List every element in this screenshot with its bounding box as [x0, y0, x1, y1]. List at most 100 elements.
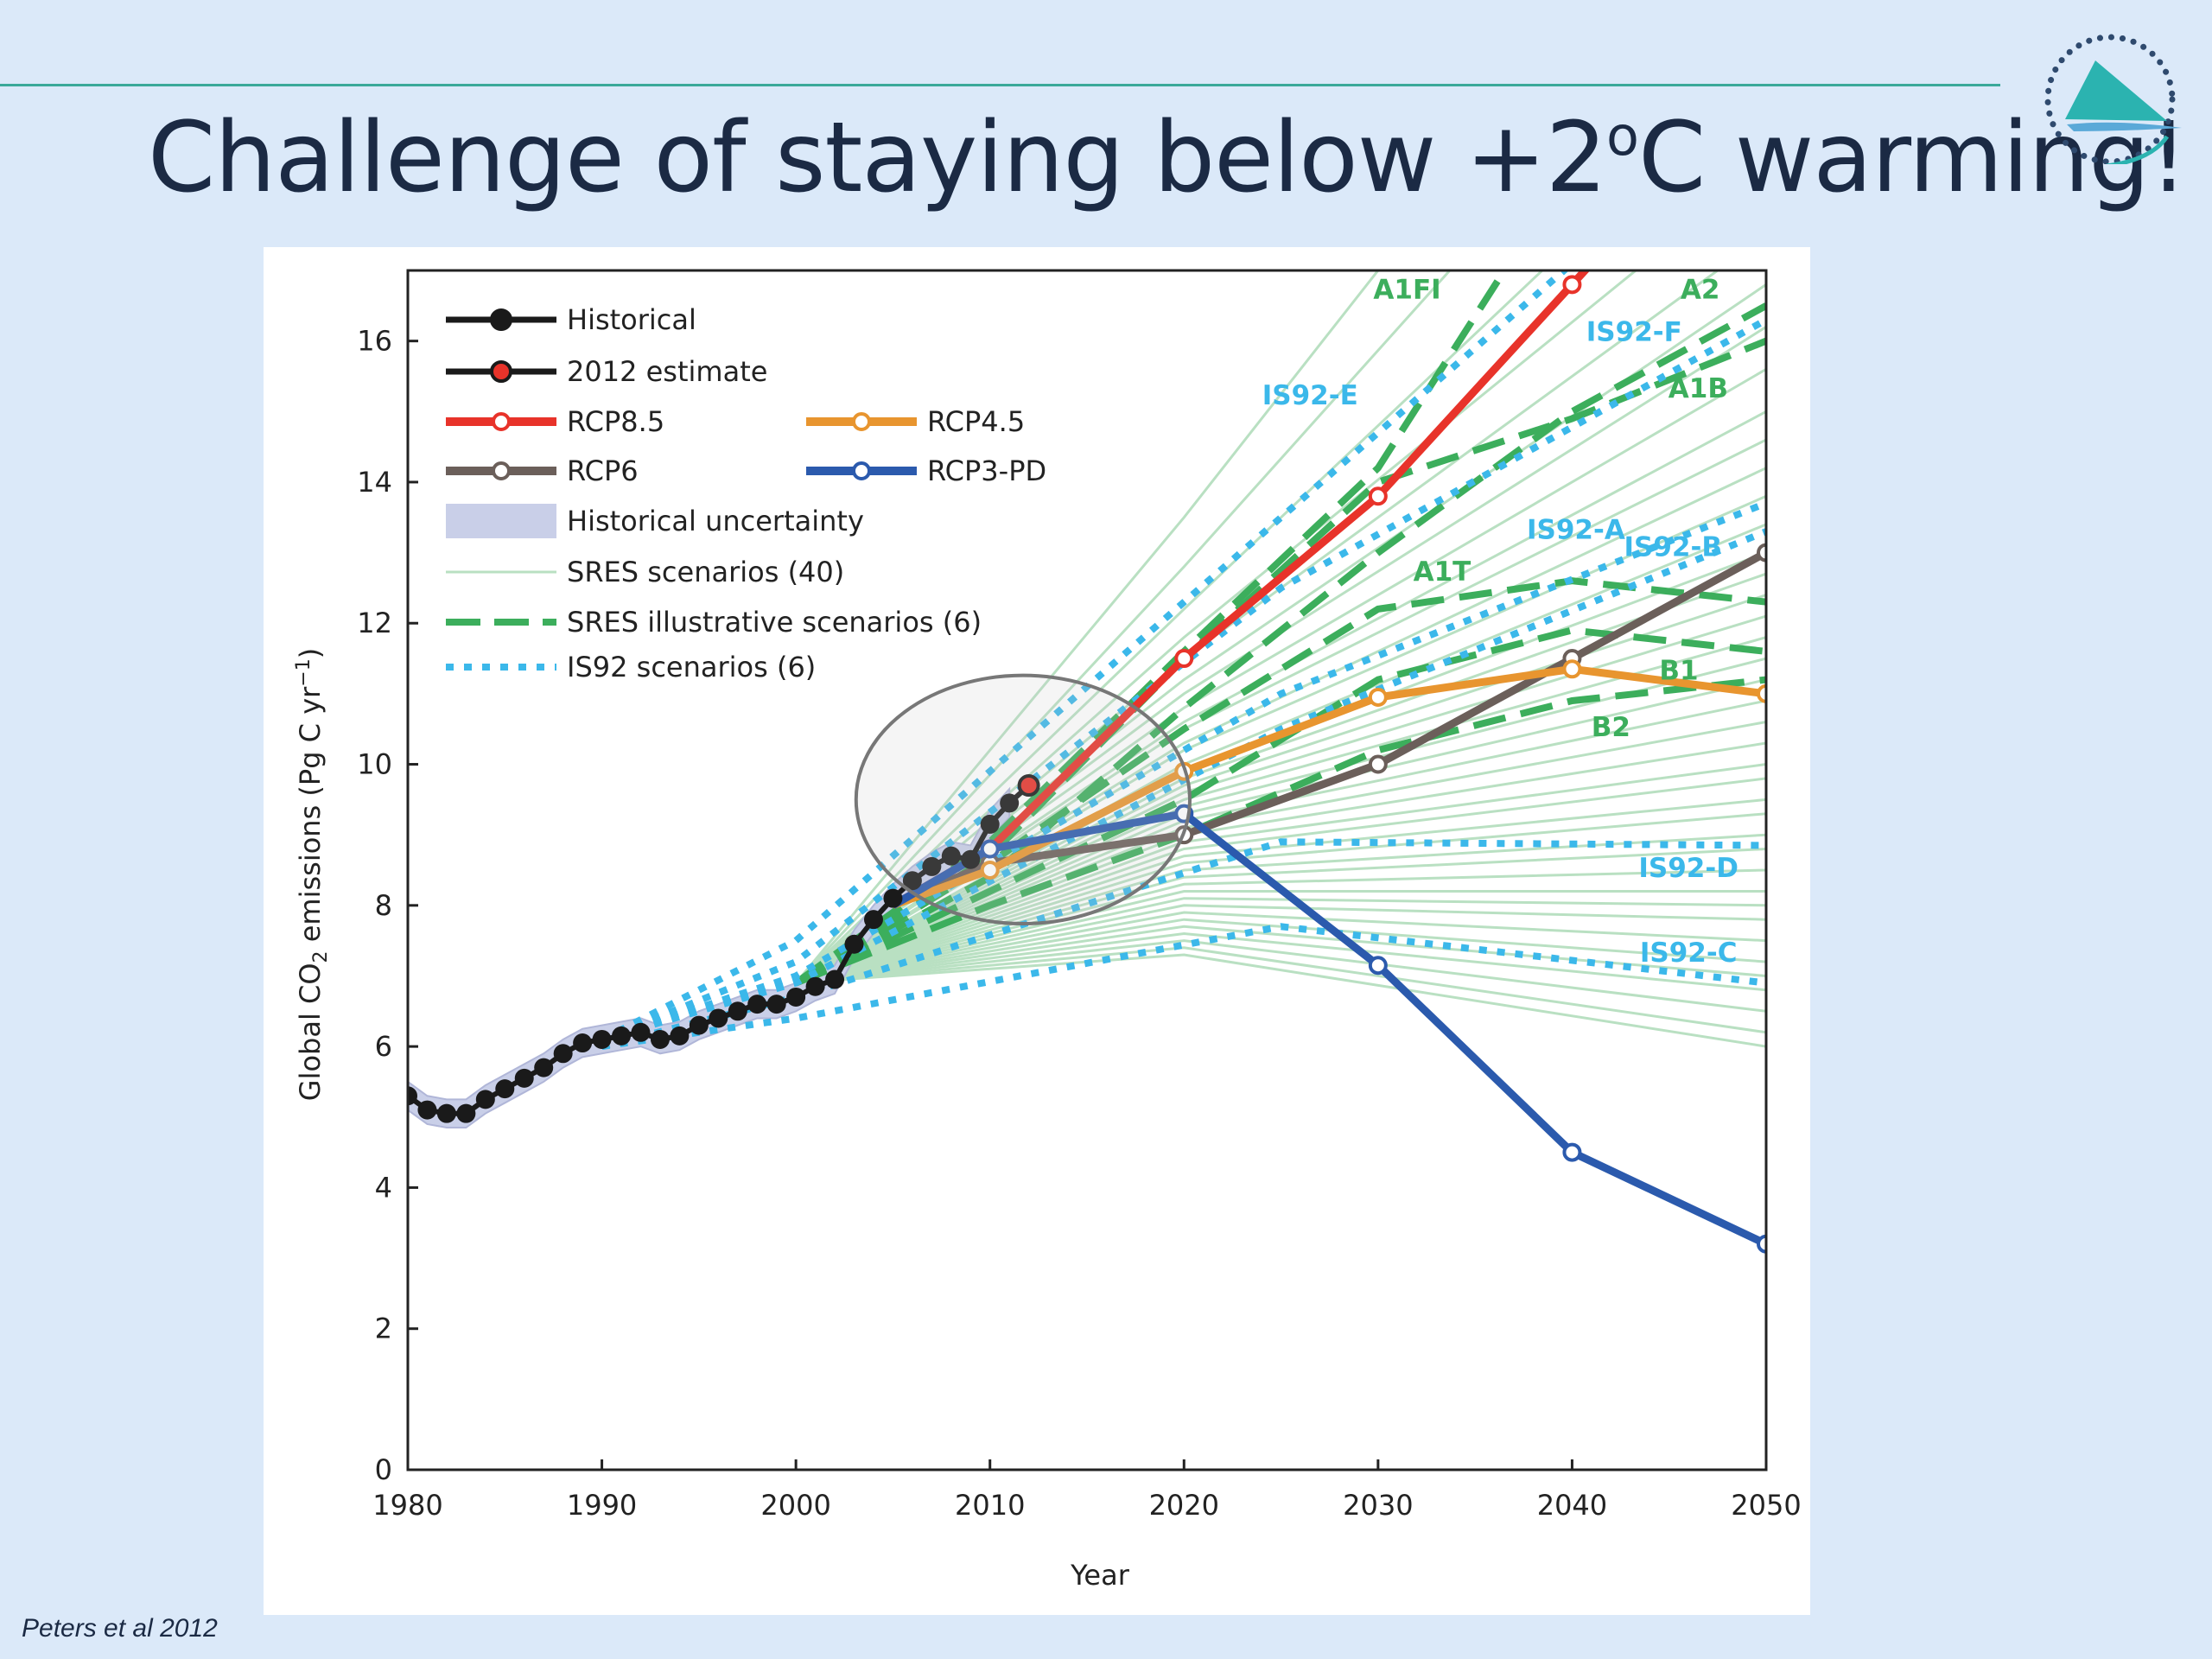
title-divider-line [0, 84, 2000, 86]
historical-point [495, 1079, 515, 1099]
rcp-line-rcp45 [891, 664, 1766, 910]
sres-scenario-line [795, 904, 1766, 985]
x-tick-label: 2010 [955, 1489, 1025, 1522]
legend-label-uncertainty: Historical uncertainty [567, 505, 864, 537]
sres-scenario-line [795, 946, 1766, 1034]
sres-scenario-line [795, 918, 1766, 985]
rcp-group [891, 65, 1774, 1254]
historical-point [573, 1033, 593, 1053]
sres-illustrative-line-a2 [794, 302, 1766, 987]
degree-sign: o [1606, 105, 1639, 168]
title-text: Challenge of staying below +2 [148, 102, 1607, 214]
y-tick-label: 14 [357, 466, 392, 499]
historical-point [631, 1022, 651, 1042]
historical-point [980, 814, 1000, 834]
sres-scenario-line [795, 777, 1766, 985]
scenario-label-a1fi: A1FI [1373, 275, 1440, 306]
x-tick-label: 1990 [567, 1489, 637, 1522]
legend-label-is92: IS92 scenarios (6) [567, 651, 816, 683]
rcp-point-rcp45 [1562, 659, 1582, 679]
historical-point [883, 888, 903, 908]
historical-point [728, 1001, 747, 1021]
scenario-label-is92-f: IS92-F [1586, 317, 1682, 348]
rcp-point-rcp6 [1757, 543, 1766, 563]
sres-scenario-line [795, 953, 1766, 1048]
historical-point [747, 995, 767, 1014]
sres-scenario-line [794, 270, 1380, 984]
rcp-point-rcp3pd [1562, 1142, 1582, 1162]
historical-point [612, 1026, 632, 1046]
sres-scenario-line [795, 931, 1766, 992]
historical-point [766, 995, 786, 1014]
x-axis-label: Year [1070, 1559, 1130, 1592]
historical-group [408, 774, 1040, 1123]
is92-line-is92-d [601, 838, 1766, 1050]
legend-label-historical: Historical [567, 303, 696, 336]
scenario-label-is92-a: IS92-A [1527, 514, 1625, 545]
y-tick-label: 6 [375, 1030, 392, 1063]
uncertainty-band-group [408, 786, 1011, 1129]
sres-scenario-line [795, 868, 1766, 985]
legend-label-estimate: 2012 estimate [567, 355, 767, 388]
historical-point [902, 871, 922, 891]
sres-scenario-line [795, 897, 1766, 985]
historical-point [863, 910, 883, 930]
historical-point [941, 846, 961, 866]
y-label-part: Global CO [294, 963, 327, 1101]
scenario-label-a1b: A1B [1669, 373, 1728, 404]
citation: Peters et al 2012 [22, 1614, 218, 1643]
historical-uncertainty-band [408, 786, 1011, 1129]
y-label-part: emissions (Pg C yr [294, 686, 327, 951]
legend-marker-historical [490, 308, 512, 331]
historical-point [436, 1103, 456, 1123]
y-label-superscript: −1 [293, 658, 315, 686]
rcp-point-rcp85 [1368, 486, 1388, 506]
scenario-label-is92-e: IS92-E [1262, 380, 1358, 411]
rcp-point-rcp45 [1368, 687, 1388, 707]
y-tick-label: 8 [375, 889, 392, 922]
sailboat-logo-icon [2044, 34, 2182, 164]
plot-frame [406, 269, 1768, 1471]
rcp-point-rcp85 [1562, 275, 1582, 295]
rcp-point-rcp3pd [1757, 1234, 1766, 1254]
sres-scenario-line [795, 848, 1766, 985]
historical-point [534, 1058, 554, 1077]
sres-scenario-line [795, 812, 1766, 985]
historical-point [417, 1100, 437, 1120]
x-tick-label: 1980 [372, 1489, 442, 1522]
rcp-point-rcp45 [1757, 683, 1766, 703]
historical-point [922, 856, 942, 876]
is92-line-is92-f [601, 316, 1766, 1043]
historical-point [670, 1026, 690, 1046]
historical-point [689, 1015, 709, 1035]
sres-illustrative-line-a1t [793, 577, 1766, 987]
sres-scenario-line [795, 911, 1766, 985]
highlight-ellipse [854, 673, 1192, 926]
rcp-point-rcp85 [1758, 65, 1774, 80]
sres-illustrative-line-a1b [793, 337, 1766, 986]
highlight-group [854, 673, 1192, 926]
rcp-point-rcp3pd [1368, 956, 1388, 976]
scenario-label-is92-c: IS92-C [1640, 938, 1738, 969]
historical-point [514, 1068, 534, 1088]
x-tick-label: 2020 [1149, 1489, 1219, 1522]
historical-point [844, 934, 864, 954]
axes-group: 0 2 4 6 8 10 12 14 16 1980 1990 2000 2010 2020 2030 204… [357, 269, 1802, 1522]
historical-point [650, 1029, 670, 1049]
historical-point [408, 1086, 417, 1106]
scenario-label-a1t: A1T [1414, 556, 1471, 588]
sres-scenario-line [795, 939, 1766, 1013]
is92-line-is92-e [600, 270, 1570, 1043]
legend-label-rcp85: RCP8.5 [567, 405, 664, 438]
legend-label-sres_ill: SRES illustrative scenarios (6) [567, 606, 982, 639]
y-tick-label: 0 [375, 1453, 392, 1486]
rcp-point-rcp85 [1174, 649, 1194, 669]
legend-marker-rcp6 [492, 461, 511, 480]
historical-point [709, 1008, 728, 1028]
legend-marker-rcp45 [852, 412, 871, 431]
historical-point [592, 1029, 612, 1049]
x-tick-label: 2050 [1731, 1489, 1801, 1522]
y-tick-label: 4 [375, 1171, 392, 1204]
